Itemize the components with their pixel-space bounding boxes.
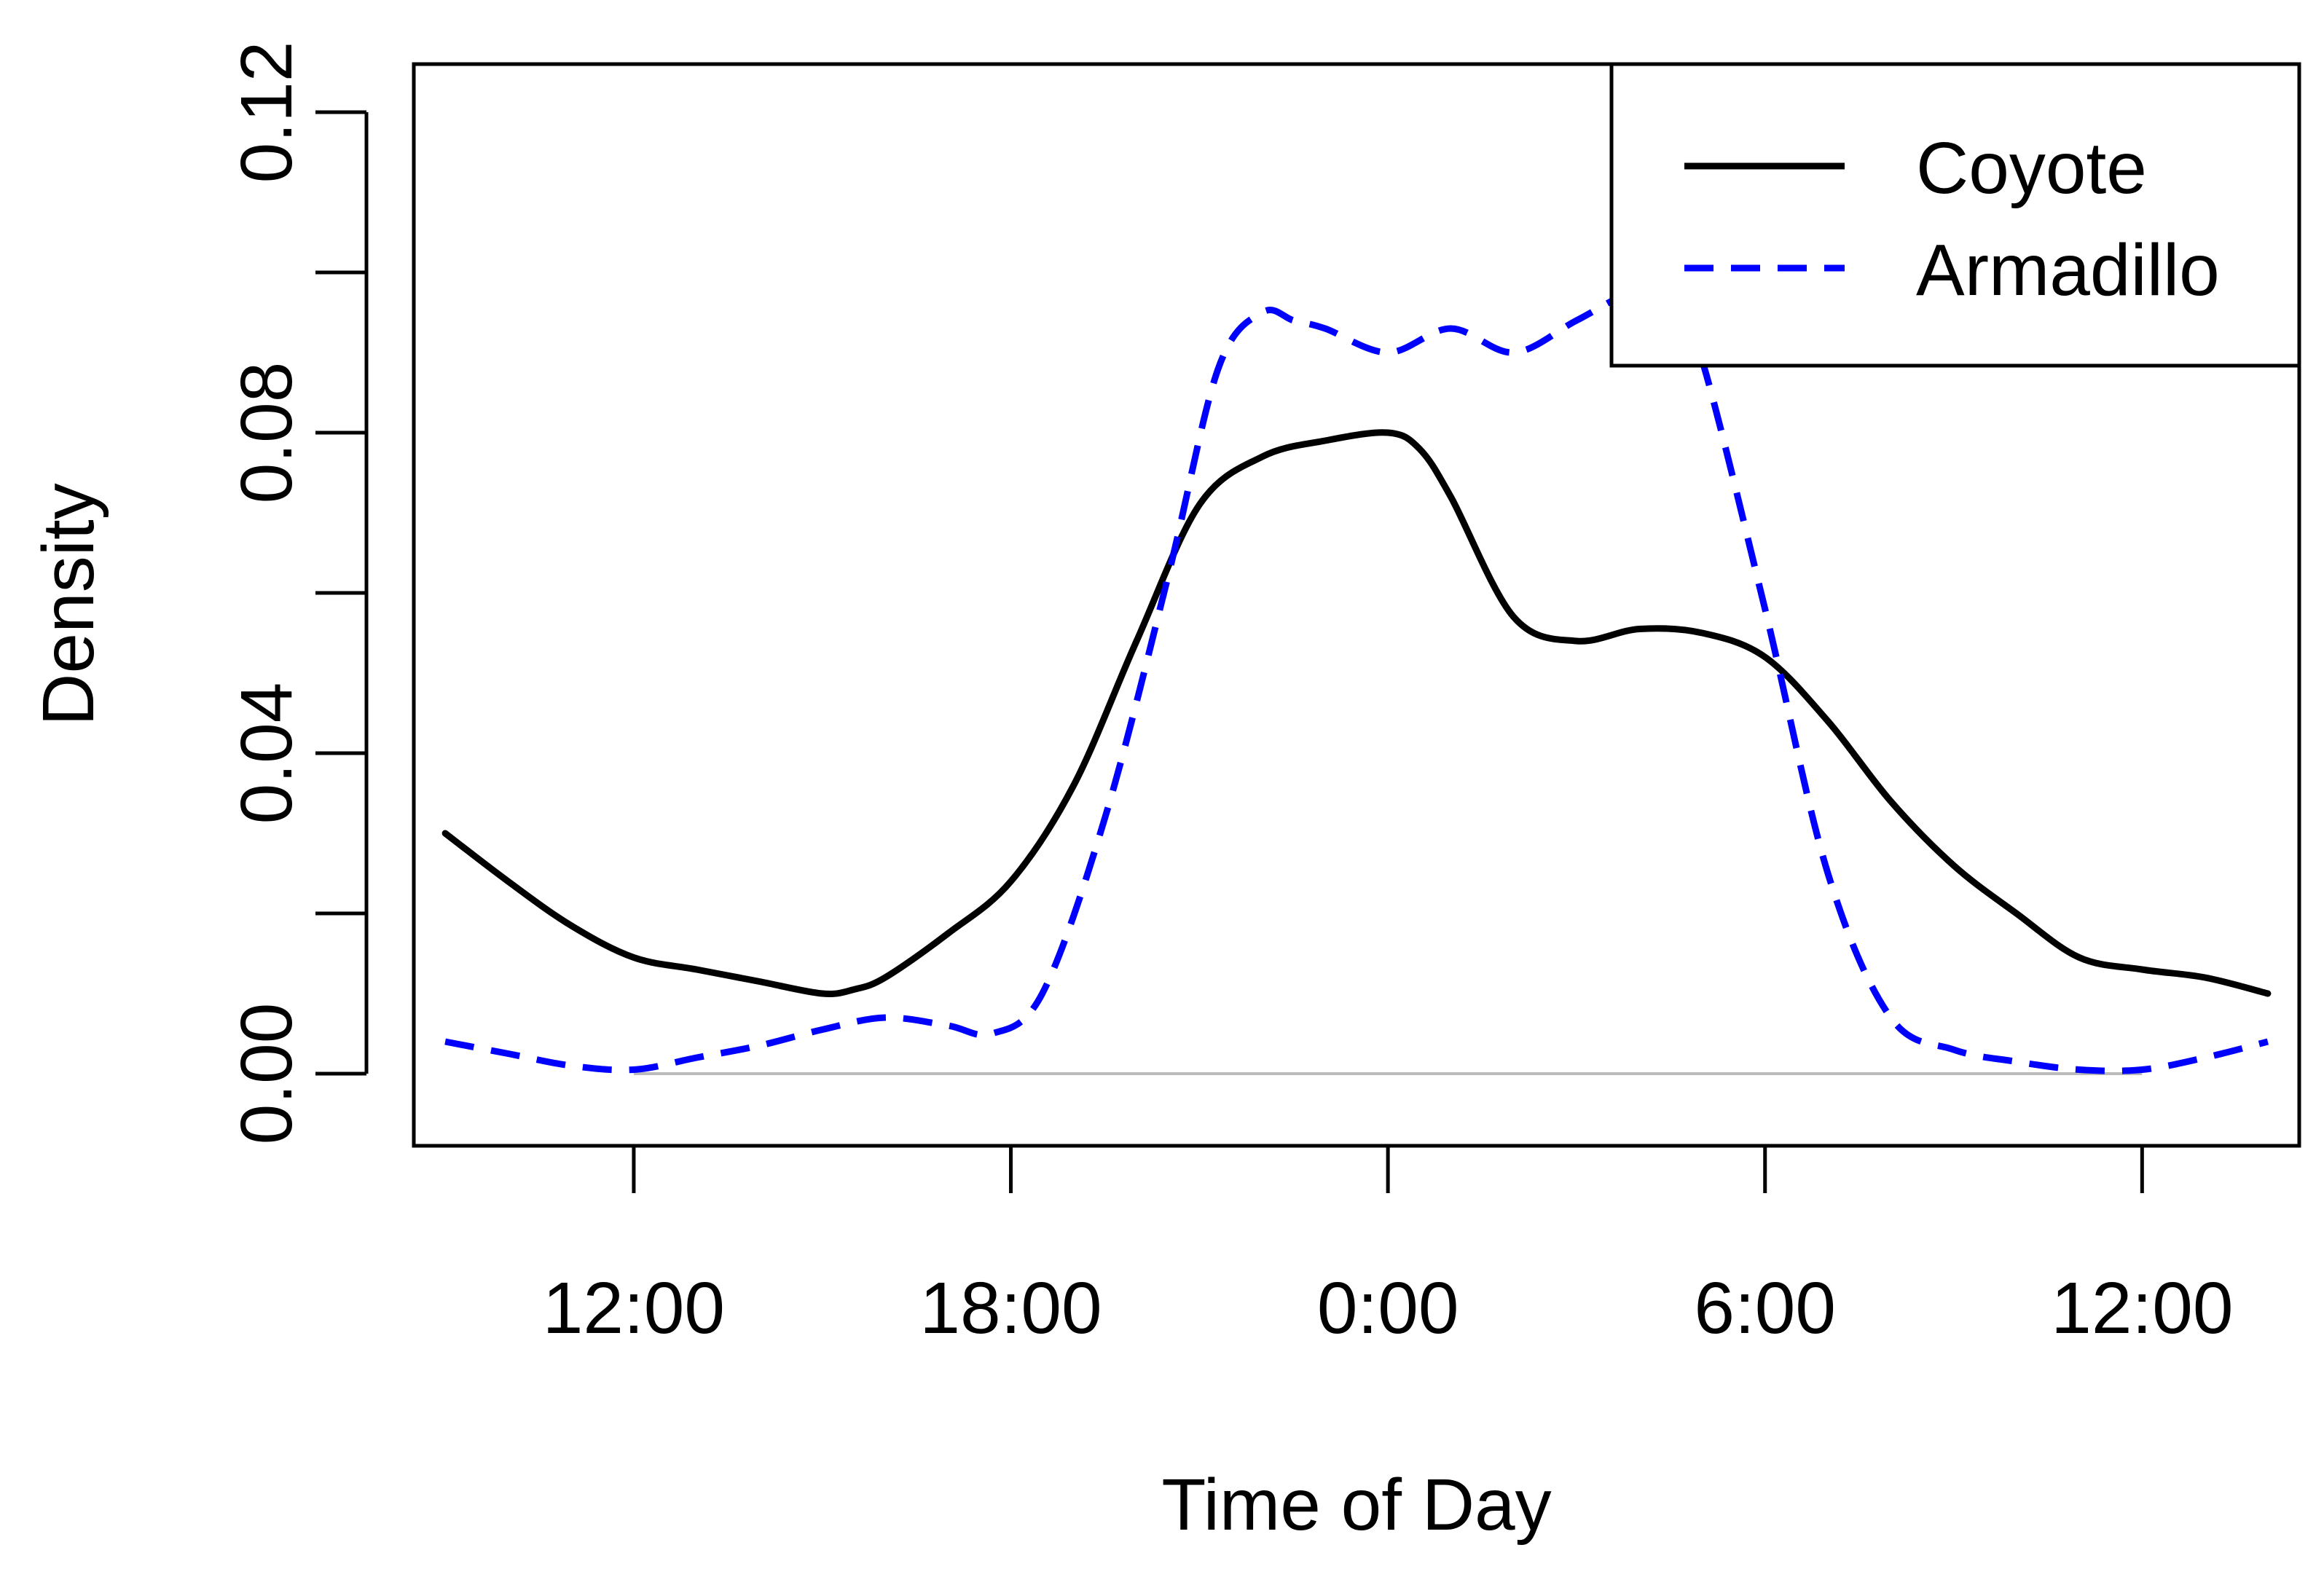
legend-label-armadillo: Armadillo (1916, 229, 2220, 311)
series-layer (441, 283, 2272, 1074)
y-tick-label: 0.04 (226, 683, 307, 825)
x-tick-label: 18:00 (919, 1267, 1102, 1349)
y-axis-label: Density (28, 483, 109, 725)
legend-label-coyote: Coyote (1916, 127, 2147, 209)
legend-box (1609, 62, 2301, 368)
series-line-armadillo (444, 283, 2269, 1074)
y-tick-label: 0.08 (226, 362, 307, 504)
series-line-coyote (441, 429, 2272, 997)
x-tick-label: 0:00 (1317, 1267, 1459, 1349)
x-tick-label: 12:00 (543, 1267, 725, 1349)
y-axis: 0.00 0.04 0.08 0.12 (226, 42, 369, 1145)
legend: Coyote Armadillo (1609, 62, 2301, 368)
y-tick-label: 0.00 (226, 1003, 307, 1145)
y-tick-label: 0.12 (226, 42, 307, 184)
x-tick-label: 12:00 (2051, 1267, 2233, 1349)
x-axis: 12:00 18:00 0:00 6:00 12:00 (543, 1144, 2233, 1349)
x-tick-label: 6:00 (1694, 1267, 1836, 1349)
x-axis-label: Time of Day (1161, 1464, 1551, 1546)
